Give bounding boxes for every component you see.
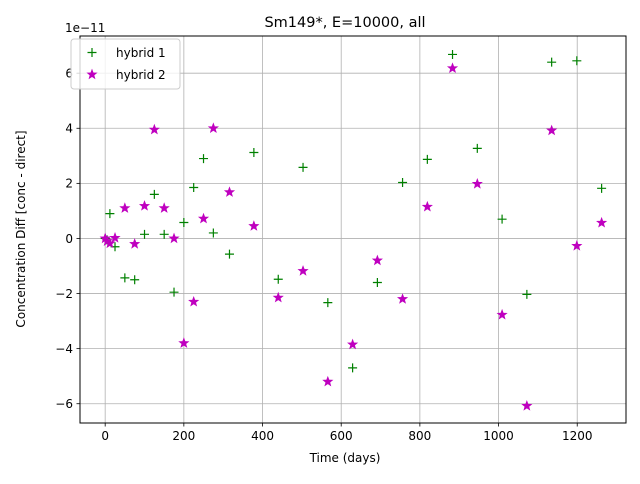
x-tick-label: 400: [251, 429, 274, 443]
legend: hybrid 1 hybrid 2: [70, 38, 181, 90]
legend-marker-hybrid-2: [86, 68, 98, 80]
data-point: [547, 57, 557, 67]
data-point: [179, 217, 189, 227]
data-point: [148, 123, 160, 135]
data-point: [597, 183, 607, 193]
data-point: [168, 232, 180, 244]
chart-title: Sm149*, E=10000, all: [264, 15, 425, 31]
data-point: [207, 122, 219, 134]
data-point: [496, 308, 508, 320]
data-point: [248, 220, 260, 231]
x-tick-label: 0: [101, 429, 109, 443]
x-tick-label: 1000: [483, 429, 514, 443]
data-point: [208, 228, 218, 238]
data-point: [348, 363, 358, 373]
data-point: [138, 200, 151, 211]
data-point: [421, 200, 433, 212]
data-point: [398, 178, 408, 188]
data-point: [446, 62, 459, 73]
data-point: [571, 240, 583, 251]
legend-box: [70, 38, 181, 90]
data-point: [297, 265, 309, 276]
y-tick-label: 6: [65, 66, 73, 80]
x-axis-label: Time (days): [309, 451, 381, 465]
data-point: [596, 216, 608, 228]
axis-ticks: 0 200 400 600 800 1000 1200 −6 −4 −2 0 2 4 6: [55, 66, 592, 443]
y-axis-label: Concentration Diff [conc - direct]: [14, 130, 28, 327]
data-point: [188, 295, 200, 307]
data-point: [273, 274, 283, 284]
data-point: [422, 154, 432, 164]
y-axis-scale-label: 1e−11: [65, 21, 105, 35]
data-point: [497, 214, 507, 224]
data-point: [158, 202, 170, 213]
data-point: [224, 249, 234, 259]
data-point: [396, 293, 409, 304]
data-point: [178, 337, 190, 348]
data-point: [347, 338, 359, 350]
data-point: [120, 273, 130, 283]
y-tick-label: 0: [65, 232, 73, 246]
data-point: [272, 291, 284, 303]
data-point: [159, 229, 169, 239]
x-tick-label: 200: [172, 429, 195, 443]
data-point: [197, 212, 210, 224]
data-point: [169, 287, 179, 297]
data-point: [572, 56, 582, 66]
data-point: [129, 238, 141, 249]
data-point: [471, 178, 483, 189]
legend-label-hybrid-2: hybrid 2: [116, 68, 166, 82]
data-points: [99, 49, 608, 411]
data-point: [521, 400, 533, 411]
plot-area-frame: [79, 35, 627, 424]
legend-marker-symbol: [87, 48, 97, 57]
legend-marker-hybrid-1: [87, 48, 97, 57]
data-point: [104, 237, 116, 249]
legend-label-hybrid-1: hybrid 1: [116, 46, 166, 60]
data-point: [199, 154, 209, 164]
data-point: [546, 124, 558, 136]
y-tick-label: 4: [65, 122, 73, 136]
x-tick-label: 600: [330, 429, 353, 443]
series-hybrid-1: [100, 49, 607, 373]
y-tick-label: −4: [55, 342, 73, 356]
y-tick-label: 2: [65, 177, 73, 191]
data-point: [371, 254, 383, 266]
data-point: [223, 186, 236, 197]
data-point: [298, 162, 308, 172]
y-tick-label: −6: [55, 397, 73, 411]
data-point: [109, 232, 121, 243]
data-point: [105, 209, 115, 219]
data-point: [149, 189, 159, 199]
x-tick-label: 800: [408, 429, 431, 443]
data-point: [249, 148, 259, 158]
data-point: [189, 182, 199, 192]
x-tick-label: 1200: [562, 429, 593, 443]
legend-marker-symbol: [86, 68, 98, 80]
data-point: [322, 375, 334, 387]
data-point: [130, 275, 140, 285]
data-point: [472, 143, 482, 153]
data-point: [448, 49, 458, 59]
data-point: [119, 202, 131, 213]
data-point: [323, 298, 333, 308]
series-hybrid-2: [99, 62, 608, 411]
y-tick-label: −2: [55, 287, 73, 301]
data-point: [522, 289, 532, 299]
data-point: [372, 278, 382, 288]
data-point: [140, 229, 150, 239]
